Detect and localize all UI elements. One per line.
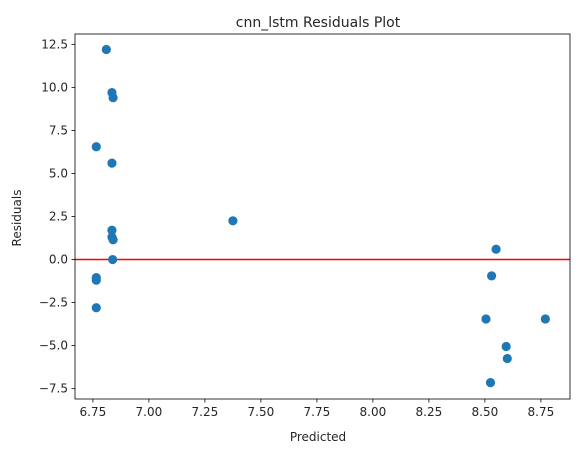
plot-area [75,44,570,388]
y-tick-label: −7.5 [39,382,68,396]
y-axis: −7.5 −5.0 −2.5 0.0 2.5 5.0 7.5 10.0 12.5 [39,37,75,396]
scatter-point-10 [91,275,101,285]
scatter-point-8 [108,254,118,265]
y-tick-label: 7.5 [49,123,68,137]
y-tick-label: 5.0 [49,166,68,180]
scatter-point-18 [485,378,496,388]
scatter-point-16 [501,341,511,352]
scatter-point-5 [107,225,117,235]
scatter-point-3 [91,142,101,152]
y-tick-label: 10.0 [41,80,68,94]
x-axis: 6.75 7.00 7.25 7.50 7.75 8.00 8.25 8.50 8.75 [80,399,555,419]
y-tick-label: −5.0 [39,339,68,353]
y-tick-label: 0.0 [49,253,68,267]
scatter-point-2 [108,93,118,103]
chart-title: cnn_lstm Residuals Plot [236,15,401,31]
scatter-point-7 [108,235,118,245]
x-tick-label: 6.75 [80,405,107,419]
x-tick-label: 8.00 [360,405,387,419]
scatter-point-13 [491,244,501,254]
x-tick-label: 7.00 [136,405,163,419]
x-tick-label: 7.75 [304,405,331,419]
scatter-point-15 [481,314,491,324]
scatter-point-4 [107,158,117,168]
x-tick-label: 8.75 [528,405,555,419]
x-tick-label: 8.25 [416,405,443,419]
x-tick-label: 7.50 [248,405,275,419]
x-axis-label: Predicted [290,430,346,444]
x-tick-label: 8.50 [472,405,499,419]
scatter-point-11 [91,303,101,313]
scatter-point-19 [540,314,550,324]
scatter-point-14 [487,271,497,281]
y-tick-label: 2.5 [49,210,68,224]
y-axis-label: Residuals [10,190,24,247]
scatter-point-17 [502,353,512,364]
scatter-point-0 [101,44,111,55]
y-tick-label: 12.5 [41,37,68,51]
plot-frame [74,33,571,400]
x-tick-label: 7.25 [192,405,219,419]
scatter-point-12 [228,216,238,226]
y-tick-label: −2.5 [39,296,68,310]
